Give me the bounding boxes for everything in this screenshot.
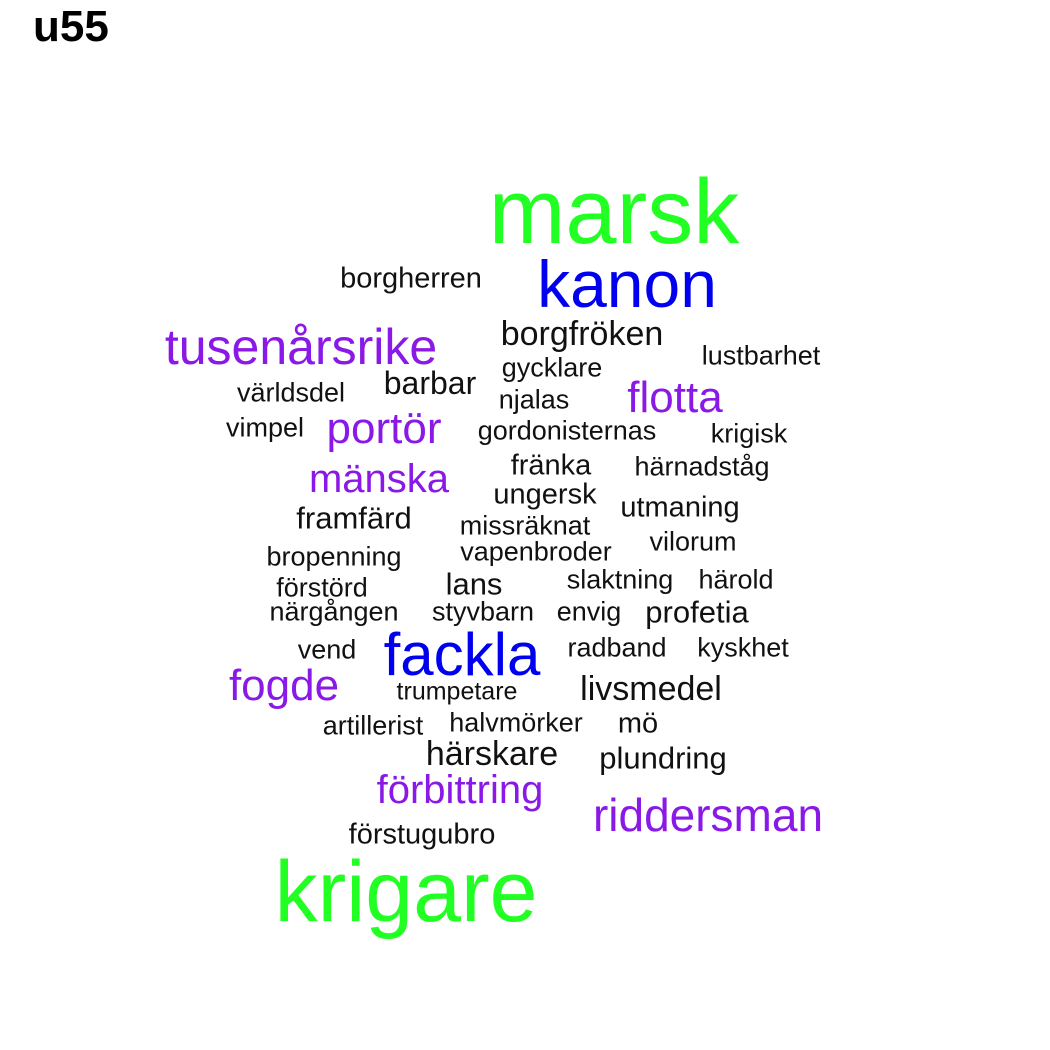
cloud-word: fogde xyxy=(228,661,340,710)
cloud-word: borgherren xyxy=(340,262,482,295)
cloud-word: lustbarhet xyxy=(701,340,821,371)
cloud-word: vilorum xyxy=(649,526,737,557)
cloud-word: härskare xyxy=(425,735,559,773)
cloud-word: slaktning xyxy=(566,564,674,595)
cloud-word: marsk xyxy=(488,161,740,263)
cloud-word: mö xyxy=(617,707,659,740)
cloud-word: kanon xyxy=(537,247,717,321)
cloud-word: radband xyxy=(567,632,667,663)
cloud-word: barbar xyxy=(383,365,477,401)
cloud-word: njalas xyxy=(498,384,570,415)
cloud-word: envig xyxy=(556,596,622,627)
cloud-word: borgfröken xyxy=(500,315,664,353)
cloud-word: framfärd xyxy=(296,500,412,536)
cloud-word: krigare xyxy=(274,844,538,940)
cloud-word: vend xyxy=(297,634,357,665)
cloud-word: tusenårsrike xyxy=(164,319,438,375)
cloud-word: krigisk xyxy=(710,418,788,449)
cloud-word: förbittring xyxy=(376,768,544,812)
cloud-word: profetia xyxy=(645,594,749,630)
cloud-word: härold xyxy=(698,564,774,595)
cloud-word: mänska xyxy=(308,457,450,501)
cloud-word: missräknat xyxy=(459,510,591,541)
cloud-word: halvmörker xyxy=(449,707,583,738)
cloud-word: förstörd xyxy=(276,572,368,603)
cloud-word: förstugubro xyxy=(348,818,496,851)
cloud-word: lans xyxy=(445,566,503,602)
cloud-word: portör xyxy=(326,404,442,453)
cloud-word: plundring xyxy=(599,740,727,776)
cloud-word: fränka xyxy=(510,449,592,482)
cloud-word: vimpel xyxy=(225,412,305,443)
cloud-word: världsdel xyxy=(236,377,346,408)
cloud-word: gordonisternas xyxy=(477,415,657,446)
cloud-word: ungersk xyxy=(493,478,597,511)
cloud-word: fackla xyxy=(383,621,541,688)
cloud-word: närgången xyxy=(269,596,399,627)
cloud-word: trumpetare xyxy=(396,677,518,706)
cloud-word: gycklare xyxy=(501,352,603,383)
cloud-word: flotta xyxy=(627,373,723,422)
cloud-word: vapenbroder xyxy=(460,536,612,567)
cloud-word: artillerist xyxy=(322,710,424,741)
cloud-word: bropenning xyxy=(266,541,402,572)
cloud-word: styvbarn xyxy=(431,596,535,627)
cloud-word: riddersman xyxy=(592,789,824,841)
page-title: u55 xyxy=(33,2,109,51)
cloud-word: kyskhet xyxy=(697,632,789,663)
cloud-word: utmaning xyxy=(620,491,740,524)
cloud-word: livsmedel xyxy=(580,670,722,708)
cloud-word: härnadståg xyxy=(634,451,770,482)
